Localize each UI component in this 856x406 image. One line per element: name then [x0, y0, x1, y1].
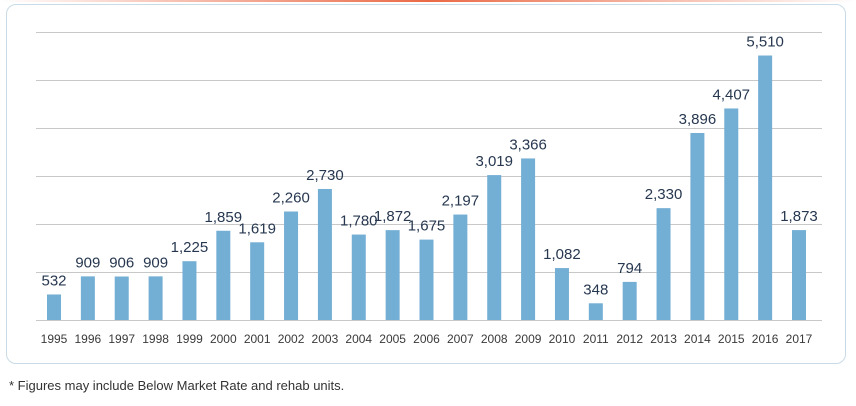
x-axis-ticks: 1995 1996 1997 1998 1999 2000 2001 2002 2003 2004…	[41, 332, 813, 346]
x-tick-1995: 1995	[41, 332, 68, 346]
bar-1998	[148, 276, 163, 320]
value-label-1997: 906	[109, 255, 134, 272]
bars	[47, 55, 806, 321]
bar-2016	[758, 55, 773, 321]
x-tick-1997: 1997	[108, 332, 135, 346]
value-label-2005: 1,872	[374, 208, 412, 225]
bar-2004	[351, 234, 366, 320]
bar-1995	[47, 294, 61, 320]
top-accent-line	[0, 0, 856, 2]
value-label-2016: 5,510	[746, 34, 784, 51]
value-label-2012: 794	[617, 260, 642, 277]
bar-2008	[487, 175, 502, 320]
bar-2007	[453, 214, 468, 320]
value-label-2006: 1,675	[408, 218, 446, 235]
x-tick-2006: 2006	[413, 332, 440, 346]
bar-2017	[792, 230, 806, 320]
value-label-2013: 2,330	[645, 186, 683, 203]
value-label-1996: 909	[75, 254, 100, 271]
value-label-2015: 4,407	[712, 86, 750, 103]
x-tick-2000: 2000	[210, 332, 237, 346]
x-tick-2015: 2015	[718, 332, 745, 346]
bar-1997	[114, 276, 129, 320]
x-tick-2016: 2016	[752, 332, 779, 346]
x-tick-2008: 2008	[481, 332, 508, 346]
x-tick-1998: 1998	[142, 332, 169, 346]
bar-2010	[554, 268, 569, 320]
value-label-2011: 348	[583, 281, 608, 298]
bar-2009	[521, 158, 536, 320]
footnote: * Figures may include Below Market Rate …	[9, 378, 345, 393]
x-tick-2010: 2010	[549, 332, 576, 346]
value-label-2009: 3,366	[509, 136, 547, 153]
x-tick-1996: 1996	[75, 332, 102, 346]
bar-1999	[182, 261, 197, 320]
value-label-2002: 2,260	[272, 190, 310, 207]
x-tick-2001: 2001	[244, 332, 271, 346]
bar-2015	[724, 108, 739, 321]
x-tick-2002: 2002	[278, 332, 305, 346]
x-tick-2014: 2014	[684, 332, 711, 346]
x-tick-2017: 2017	[786, 332, 813, 346]
value-label-2000: 1,859	[205, 209, 243, 226]
bar-2006	[419, 239, 434, 320]
x-tick-2012: 2012	[616, 332, 643, 346]
value-label-1995: 532	[41, 272, 66, 289]
x-tick-2011: 2011	[583, 332, 609, 346]
bar-2003	[317, 188, 332, 320]
value-label-2014: 3,896	[679, 111, 717, 128]
bar-2012	[622, 281, 637, 320]
bar-2014	[690, 132, 705, 320]
value-label-2017: 1,873	[780, 208, 818, 225]
x-tick-2009: 2009	[515, 332, 542, 346]
bar-2000	[216, 230, 231, 320]
x-tick-2003: 2003	[312, 332, 339, 346]
x-tick-2004: 2004	[345, 332, 372, 346]
value-label-1998: 909	[143, 254, 168, 271]
x-tick-2005: 2005	[379, 332, 406, 346]
bar-2013	[656, 208, 671, 320]
x-tick-2013: 2013	[650, 332, 677, 346]
bar-2011	[588, 303, 603, 320]
bar-2001	[250, 242, 265, 320]
bar-1996	[80, 276, 95, 320]
value-label-2001: 1,619	[238, 220, 276, 237]
x-tick-2007: 2007	[447, 332, 474, 346]
value-label-1999: 1,225	[171, 239, 209, 256]
value-label-2008: 3,019	[475, 153, 513, 170]
x-tick-1999: 1999	[176, 332, 203, 346]
bar-2002	[284, 211, 299, 320]
value-label-2010: 1,082	[543, 246, 581, 263]
value-label-2003: 2,730	[306, 167, 344, 184]
value-label-2004: 1,780	[340, 213, 378, 230]
bar-2005	[385, 230, 400, 320]
value-label-2007: 2,197	[442, 193, 480, 210]
